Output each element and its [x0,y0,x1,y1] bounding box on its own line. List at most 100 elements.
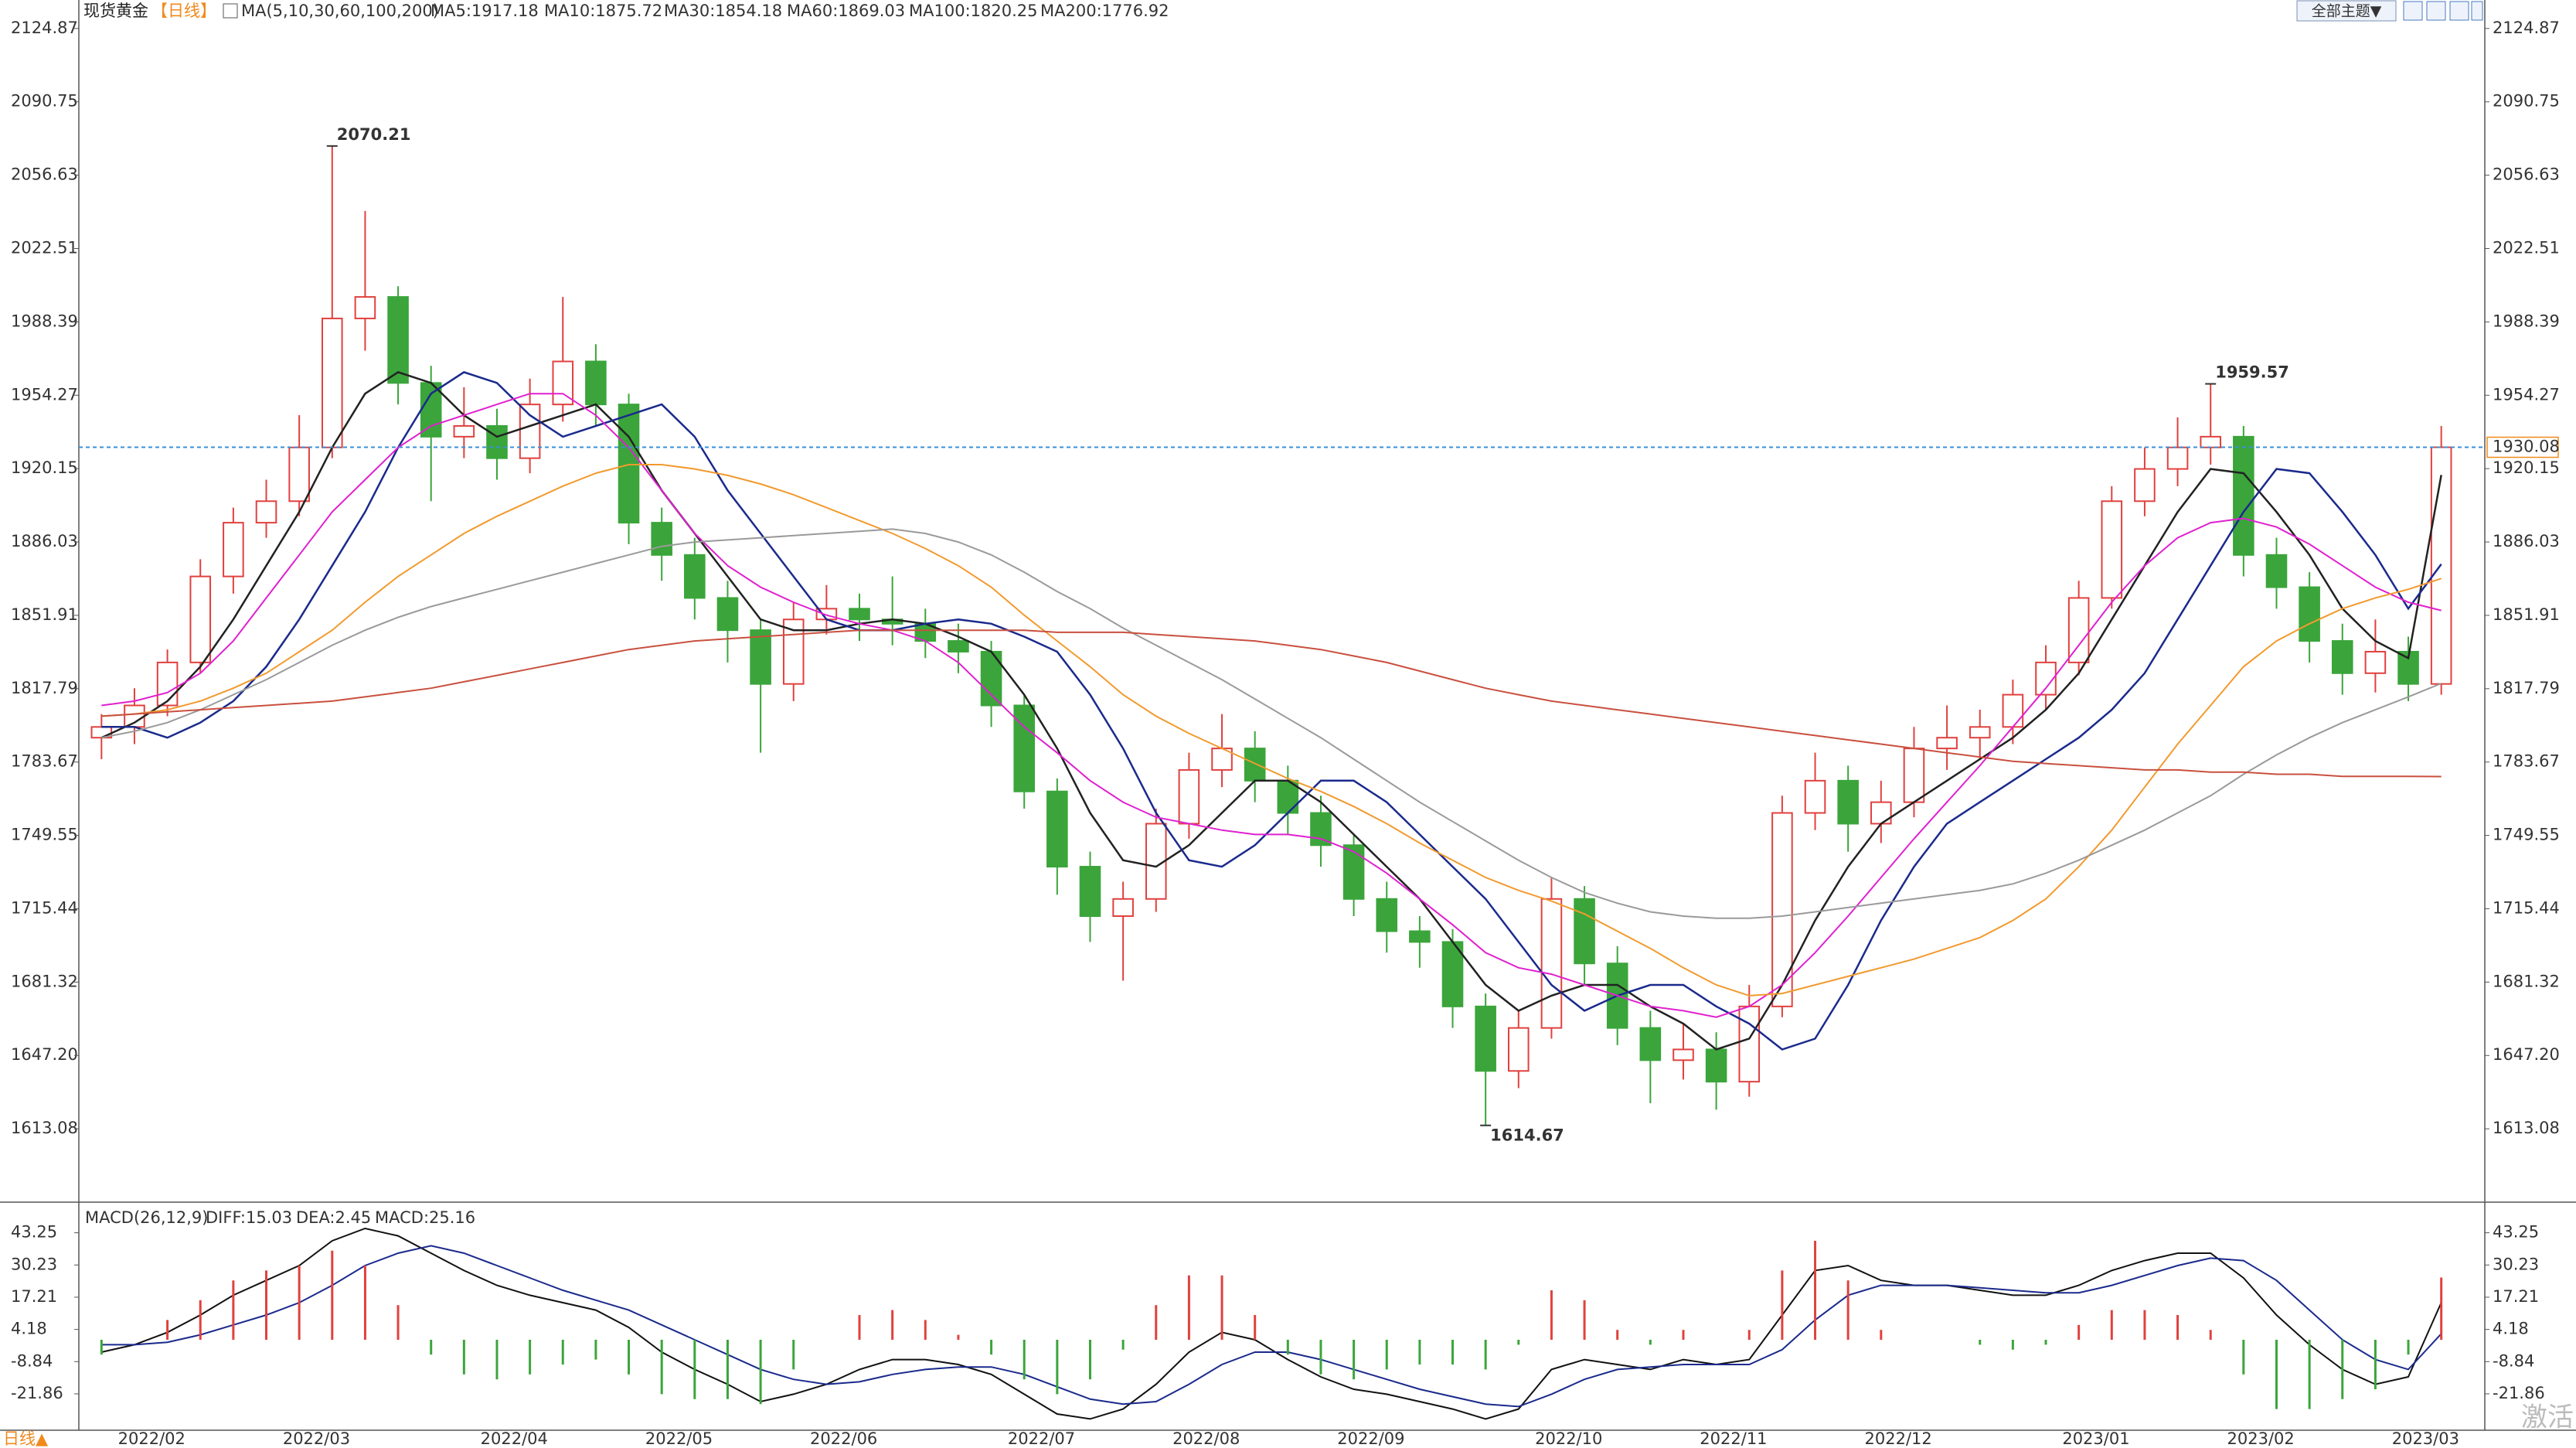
y-tick-label-right: 1749.55 [2493,826,2560,844]
y-tick-label-right: 2022.51 [2493,238,2560,257]
y-tick-label: 1715.44 [11,898,78,917]
y-tick-label-right: -21.86 [2493,1384,2545,1402]
theme-button[interactable] [2296,0,2397,22]
candle-body [1079,866,1101,918]
y-tick-label-right: 1647.20 [2493,1045,2560,1064]
x-tick-label: 2023/02 [2227,1429,2295,1448]
x-tick-label: 2023/03 [2392,1429,2459,1448]
y-tick-label-right: 1613.08 [2493,1119,2560,1137]
chart-title: 现货黄金 [83,2,148,20]
last-price-label: 1930.08 [2493,438,2560,456]
candle-body [255,500,277,524]
candle-body [1738,1005,1761,1083]
y-tick-label: 17.21 [11,1287,57,1306]
y-tick-label: -8.84 [11,1351,53,1370]
y-tick-label-right: 1886.03 [2493,532,2560,550]
watermark: 激活 [2521,1402,2574,1433]
x-tick-label: 2022/03 [283,1429,350,1448]
chart-subtitle: 【日线】 [151,2,216,20]
y-tick-label: 2124.87 [11,19,78,37]
x-tick-label: 2022/10 [1535,1429,1602,1448]
y-tick-label: 1954.27 [11,385,78,404]
legend-entry: MACD:25.16 [375,1208,475,1227]
ma-line [100,371,2442,1051]
candle-body [2166,446,2189,470]
candle-body [2265,554,2288,588]
candle-body [1046,790,1068,868]
ma-line [101,528,2442,919]
legend-entry: MA200:1776.92 [1040,2,1169,20]
y-tick-label: 1783.67 [11,752,78,771]
candle-body [189,575,212,663]
macd-line [101,1227,2442,1420]
y-tick-label: 1886.03 [11,532,78,550]
candle-body [2331,640,2353,674]
x-tick-label: 2022/02 [118,1429,185,1448]
candle-body [2200,435,2222,448]
legend-title: MA(5,10,30,60,100,200) [241,2,439,20]
y-tick-label: 1613.08 [11,1119,78,1137]
candle-body [585,360,607,406]
y-tick-label-right: 30.23 [2493,1255,2539,1273]
candle-body [2101,500,2123,599]
theme-button-label[interactable]: 全部主题▼ [2312,3,2382,20]
x-tick-label: 2022/09 [1337,1429,1404,1448]
ma-icon[interactable] [223,3,238,19]
candle-body [716,597,739,632]
x-tick-label: 2022/12 [1865,1429,1932,1448]
y-tick-label: 1851.91 [11,605,78,624]
y-tick-label-right: 1715.44 [2493,898,2560,917]
icon[interactable] [2449,1,2469,21]
candle-body [1903,748,1925,803]
candle-body [1310,812,1332,847]
candle-body [2002,693,2024,728]
candle-body [750,629,771,685]
candle-body [124,704,145,728]
candle-body [519,404,541,459]
y-tick-label: 1681.32 [11,972,78,990]
y-tick-label-right: 1954.27 [2493,385,2560,404]
candle-body [1013,704,1035,792]
extreme-label: 1614.67 [1490,1126,1564,1145]
y-tick-label-right: 1783.67 [2493,752,2560,771]
candle-body [651,522,672,556]
candle-body [354,296,376,319]
candle-body [1771,812,1793,1007]
candle-body [1342,844,1365,900]
y-tick-label-right: 2090.75 [2493,92,2560,111]
x-tick-label: 2022/06 [810,1429,877,1448]
candle-body [1376,898,1398,932]
toolbar-icons[interactable] [2403,1,2483,21]
period-button[interactable]: 日线▲ [3,1429,49,1448]
candle-body [1574,898,1595,965]
y-tick-label-right: 17.21 [2493,1287,2539,1306]
candle-body [1969,726,1991,739]
y-tick-label: -21.86 [11,1384,63,1402]
candle-body [1673,1048,1694,1061]
icon[interactable] [2471,1,2483,21]
icon[interactable] [2403,1,2423,21]
candle-body [1540,898,1563,1029]
y-tick-label-right: -8.84 [2493,1351,2534,1370]
x-tick-label: 2022/04 [481,1429,548,1448]
ma-line [101,464,2442,997]
y-tick-label: 1817.79 [11,679,78,697]
candle-body [1936,737,1958,750]
icon[interactable] [2426,1,2446,21]
legend-entry: MA5:1917.18 [430,2,539,20]
candle-body [1409,930,1431,943]
candle-body [2134,468,2156,503]
macd-title: MACD(26,12,9) [85,1208,209,1227]
y-tick-label-right: 1681.32 [2493,972,2560,990]
y-tick-label-right: 43.25 [2493,1223,2539,1242]
legend-entry: MA30:1854.18 [664,2,782,20]
y-tick-label-right: 1920.15 [2493,458,2560,477]
legend-entry: DEA:2.45 [296,1208,371,1227]
candle-body [948,640,969,652]
x-tick-label: 2022/05 [645,1429,713,1448]
y-tick-label: 4.18 [11,1320,47,1338]
candle-body [486,424,508,459]
y-tick-label: 30.23 [11,1255,57,1273]
candle-body [2233,435,2254,556]
